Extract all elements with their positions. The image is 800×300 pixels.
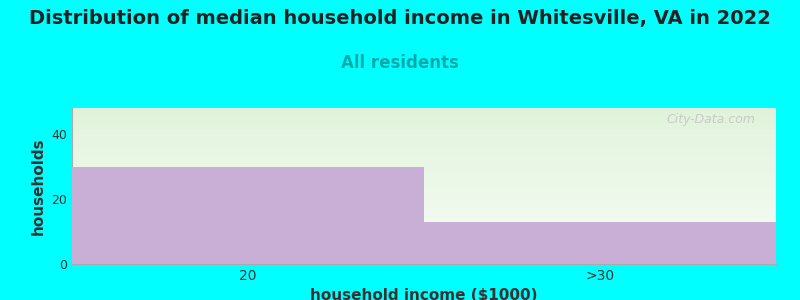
Text: All residents: All residents (341, 54, 459, 72)
Y-axis label: households: households (30, 137, 46, 235)
Bar (72, 167, 424, 264)
Bar (424, 222, 776, 264)
X-axis label: household income ($1000): household income ($1000) (310, 288, 538, 300)
Text: City-Data.com: City-Data.com (666, 113, 755, 126)
Text: Distribution of median household income in Whitesville, VA in 2022: Distribution of median household income … (29, 9, 771, 28)
